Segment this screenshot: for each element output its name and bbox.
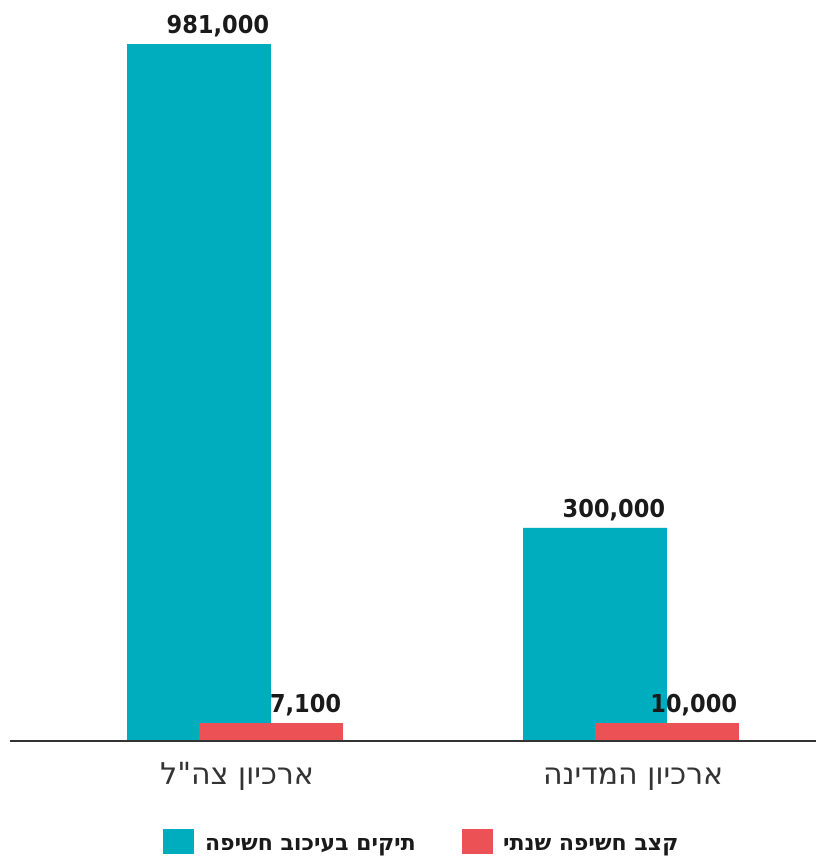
data-label-annual-rate-1: 10,000 [650, 689, 737, 718]
data-label-files-delayed-1: 300,000 [563, 494, 665, 523]
bars-group [127, 44, 739, 741]
bar-files-delayed-0 [127, 44, 271, 741]
bar-files-delayed-1 [523, 527, 667, 741]
legend-swatch-files-delayed [163, 829, 194, 854]
legend-label-annual-rate: קצב חשיפה שנתי [503, 831, 678, 856]
data-label-annual-rate-0: 7,100 [270, 689, 341, 718]
category-labels-group: ארכיון צה"ל ארכיון המדינה [160, 757, 723, 792]
legend-swatch-annual-rate [462, 829, 493, 854]
category-label-0: ארכיון צה"ל [160, 757, 314, 792]
legend-label-files-delayed: תיקים בעיכוב חשיפה [205, 831, 416, 856]
legend: תיקים בעיכוב חשיפה קצב חשיפה שנתי [163, 829, 678, 856]
data-label-files-delayed-0: 981,000 [167, 10, 269, 39]
value-labels-group: 981,000 7,100 300,000 10,000 [167, 10, 737, 718]
bar-annual-rate-1 [595, 723, 739, 741]
bar-annual-rate-0 [199, 723, 343, 741]
category-label-1: ארכיון המדינה [543, 757, 723, 792]
